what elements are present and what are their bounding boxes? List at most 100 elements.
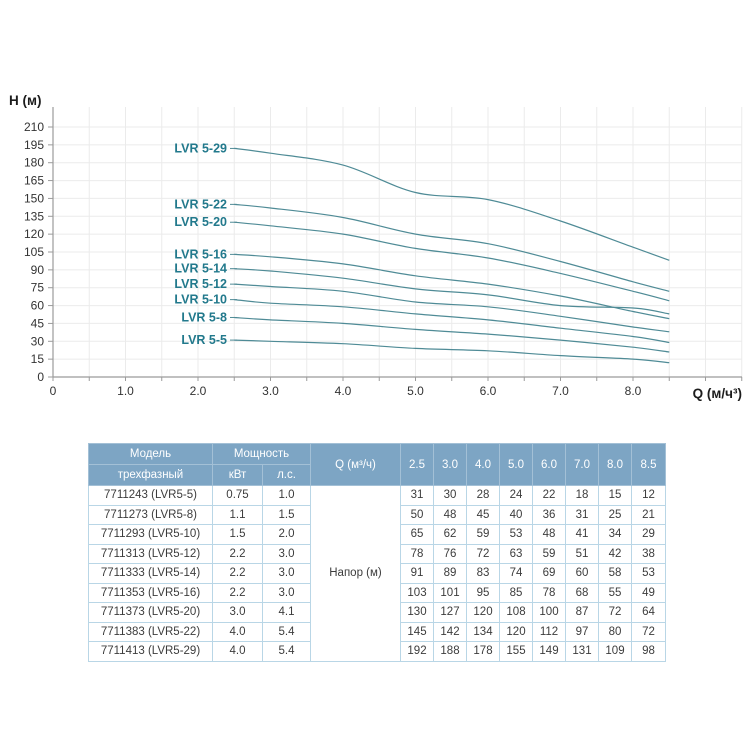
value-cell: 72 <box>466 543 500 564</box>
x-tick-label: 3.0 <box>262 384 279 398</box>
value-cell: 68 <box>565 582 599 603</box>
model-cell: 7711353 (LVR5-16) <box>88 582 213 603</box>
flow-header-cell: 8.0 <box>598 443 632 486</box>
y-tick-label: 180 <box>24 156 44 170</box>
kw-cell: 3.0 <box>212 602 263 623</box>
flow-header-cell: 7.0 <box>565 443 599 486</box>
curve-LVR5-29 <box>234 147 670 261</box>
value-cell: 38 <box>631 543 666 564</box>
model-cell: 7711243 (LVR5-5) <box>88 485 213 506</box>
model-cell: 7711273 (LVR5-8) <box>88 504 213 525</box>
y-tick-label: 75 <box>31 281 45 295</box>
curve-label: LVR 5-5 <box>181 333 227 347</box>
power-hp-header-cell: л.с. <box>262 464 311 486</box>
x-tick-label: 2.0 <box>190 384 207 398</box>
x-tick-label: 4.0 <box>335 384 352 398</box>
curve-label: LVR 5-29 <box>174 141 227 155</box>
y-tick-label: 120 <box>24 227 44 241</box>
curve-LVR5-5 <box>234 339 670 364</box>
hp-cell: 5.4 <box>262 641 311 662</box>
x-tick-label: 1.0 <box>117 384 134 398</box>
value-cell: 78 <box>532 582 566 603</box>
value-cell: 192 <box>400 641 434 662</box>
value-cell: 60 <box>565 563 599 584</box>
table-row: 7711313 (LVR5-12) 2.2 3.0 78 76 72 63 59 51 42 38 <box>88 543 666 564</box>
flow-header-cell: 3.0 <box>433 443 467 486</box>
value-cell: 31 <box>400 485 434 506</box>
x-tick-label: 6.0 <box>480 384 497 398</box>
value-cell: 76 <box>433 543 467 564</box>
curve-label: LVR 5-14 <box>174 262 227 276</box>
table-row: 7711333 (LVR5-14) 2.2 3.0 91 89 83 74 69 60 58 53 <box>88 563 666 584</box>
pump-curves-chart: 0 15 30 45 60 75 90 105 120 135 150 165 180 195 210 0 1.… <box>0 85 750 430</box>
value-cell: 80 <box>598 621 632 642</box>
y-tick-label: 90 <box>31 263 45 277</box>
curve-label: LVR 5-20 <box>174 215 227 229</box>
flow-unit-header-cell: Q (м³/ч) <box>310 443 401 486</box>
value-cell: 45 <box>466 504 500 525</box>
curve-LVR5-14 <box>234 268 670 315</box>
value-cell: 178 <box>466 641 500 662</box>
model-cell: 7711383 (LVR5-22) <box>88 621 213 642</box>
value-cell: 188 <box>433 641 467 662</box>
flow-header-cell: 6.0 <box>532 443 566 486</box>
y-tick-label: 0 <box>37 370 44 384</box>
x-tick-label: 7.0 <box>552 384 569 398</box>
value-cell: 78 <box>400 543 434 564</box>
curve-LVR5-12 <box>234 283 670 333</box>
value-cell: 64 <box>631 602 666 623</box>
head-label-cell: Напор (м) <box>310 485 401 662</box>
table-row: 7711273 (LVR5-8) 1.1 1.5 50 48 45 40 36 31 25 21 <box>88 504 666 525</box>
value-cell: 36 <box>532 504 566 525</box>
x-axis-title: Q (м/ч³) <box>692 386 742 401</box>
value-cell: 72 <box>631 621 666 642</box>
kw-cell: 1.1 <box>212 504 263 525</box>
value-cell: 100 <box>532 602 566 623</box>
pump-curves-svg: 0 15 30 45 60 75 90 105 120 135 150 165 180 195 210 0 1.… <box>24 107 743 398</box>
value-cell: 91 <box>400 563 434 584</box>
hp-cell: 3.0 <box>262 563 311 584</box>
value-cell: 49 <box>631 582 666 603</box>
value-cell: 59 <box>532 543 566 564</box>
value-cell: 18 <box>565 485 599 506</box>
model-cell: 7711413 (LVR5-29) <box>88 641 213 662</box>
y-tick-label: 210 <box>24 120 44 134</box>
kw-cell: 1.5 <box>212 524 263 545</box>
table-row: 7711243 (LVR5-5) 0.75 1.0 Напор (м) 31 30 28 24… <box>88 485 666 662</box>
kw-cell: 0.75 <box>212 485 263 506</box>
power-kw-header-cell: кВт <box>212 464 263 486</box>
hp-cell: 5.4 <box>262 621 311 642</box>
value-cell: 30 <box>433 485 467 506</box>
value-cell: 48 <box>433 504 467 525</box>
value-cell: 50 <box>400 504 434 525</box>
value-cell: 48 <box>532 524 566 545</box>
value-cell: 63 <box>499 543 533 564</box>
value-cell: 87 <box>565 602 599 623</box>
hp-cell: 1.0 <box>262 485 311 506</box>
value-cell: 15 <box>598 485 632 506</box>
model-subheader-cell: трехфазный <box>88 464 213 486</box>
value-cell: 134 <box>466 621 500 642</box>
value-cell: 29 <box>631 524 666 545</box>
hp-cell: 4.1 <box>262 602 311 623</box>
x-tick-label: 8.0 <box>625 384 642 398</box>
model-cell: 7711293 (LVR5-10) <box>88 524 213 545</box>
flow-header-cell: 5.0 <box>499 443 533 486</box>
value-cell: 53 <box>631 563 666 584</box>
y-axis-title: Н (м) <box>9 93 42 108</box>
value-cell: 142 <box>433 621 467 642</box>
flow-header-cell: 2.5 <box>400 443 434 486</box>
value-cell: 69 <box>532 563 566 584</box>
model-header-cell: Модель <box>88 443 213 465</box>
value-cell: 83 <box>466 563 500 584</box>
curve-LVR5-8 <box>234 316 670 353</box>
value-cell: 149 <box>532 641 566 662</box>
curve-LVR5-10 <box>234 299 670 344</box>
value-cell: 65 <box>400 524 434 545</box>
spec-table: Модель Мощность Q (м³/ч) 2.5 3.0 4.0 5.0 6.0 7.0… <box>88 443 666 662</box>
value-cell: 12 <box>631 485 666 506</box>
curve-label: LVR 5-10 <box>174 293 227 307</box>
value-cell: 97 <box>565 621 599 642</box>
kw-cell: 4.0 <box>212 641 263 662</box>
value-cell: 130 <box>400 602 434 623</box>
